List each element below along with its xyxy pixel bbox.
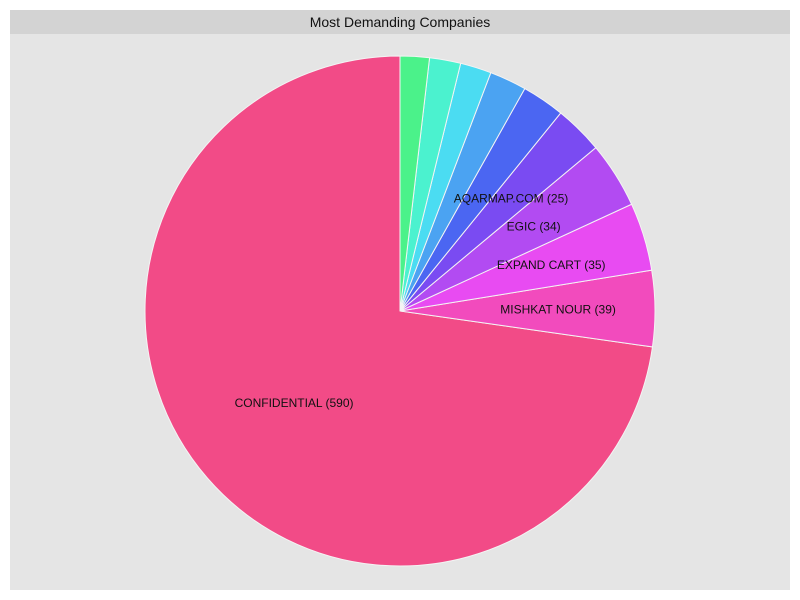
slice-label: EXPAND CART (35)	[497, 258, 606, 272]
pie-labels: CONFIDENTIAL (590) MISHKAT NOUR (39) EXPAN…	[235, 191, 616, 409]
chart-panel: Most Demanding Companies CONFIDENTIAL (5…	[10, 10, 790, 590]
slice-label: CONFIDENTIAL (590)	[235, 396, 354, 410]
slice-label: MISHKAT NOUR (39)	[500, 302, 616, 316]
slice-label: AQARMAP.COM (25)	[454, 191, 568, 205]
pie-slices	[144, 55, 656, 567]
chart-title: Most Demanding Companies	[10, 10, 790, 34]
pie-slice[interactable]	[144, 55, 654, 567]
slice-label: EGIC (34)	[507, 220, 561, 234]
pie-chart: CONFIDENTIAL (590) MISHKAT NOUR (39) EXPAN…	[144, 55, 656, 567]
pie-slice[interactable]	[399, 55, 431, 312]
